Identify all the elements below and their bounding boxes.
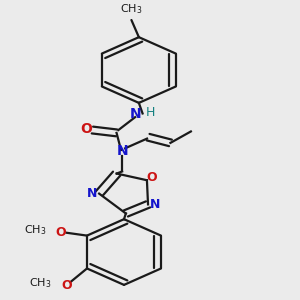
Text: O: O xyxy=(80,122,92,136)
Text: CH$_3$: CH$_3$ xyxy=(24,223,46,237)
Text: N: N xyxy=(129,107,141,121)
Text: CH$_3$: CH$_3$ xyxy=(120,2,143,16)
Text: O: O xyxy=(61,279,72,292)
Text: CH$_3$: CH$_3$ xyxy=(29,276,52,290)
Text: H: H xyxy=(145,106,155,119)
Text: O: O xyxy=(146,171,157,184)
Text: N: N xyxy=(149,198,160,211)
Text: O: O xyxy=(56,226,66,239)
Text: N: N xyxy=(87,187,98,200)
Text: N: N xyxy=(116,144,128,158)
